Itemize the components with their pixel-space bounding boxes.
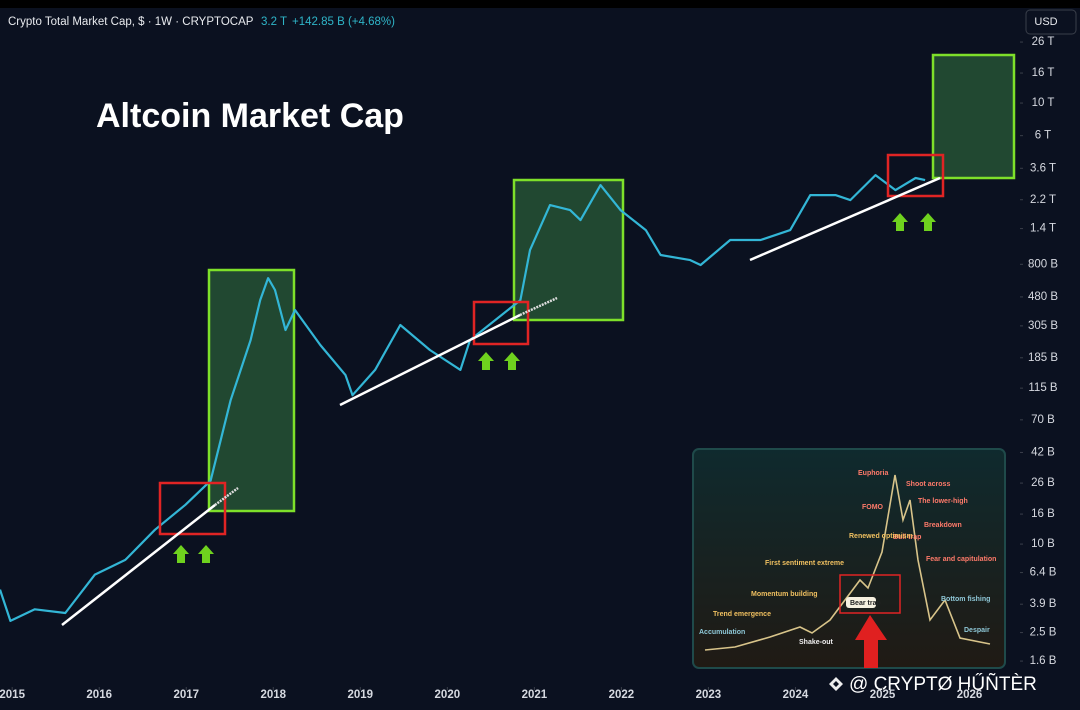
y-tick-label: 16 T xyxy=(1032,67,1055,79)
currency[interactable]: USD xyxy=(1034,16,1057,28)
y-tick-label: 70 B xyxy=(1031,414,1055,426)
inset-label: Shoot across xyxy=(906,481,950,488)
annotations xyxy=(207,53,1016,513)
inset-label: Shake-out xyxy=(799,639,834,646)
y-tick-label: 305 B xyxy=(1028,320,1058,332)
y-tick-label: 16 B xyxy=(1031,508,1055,520)
inset-red-box xyxy=(839,574,901,614)
inset-label: Momentum building xyxy=(751,591,818,598)
arrow xyxy=(504,352,520,370)
arrow xyxy=(198,545,214,563)
y-tick-label: 26 B xyxy=(1031,477,1055,489)
inset-arrow xyxy=(855,615,887,668)
inset-label: First sentiment extreme xyxy=(765,560,844,567)
y-tick-label: 42 B xyxy=(1031,446,1055,458)
y-tick-label: 480 B xyxy=(1028,291,1058,303)
inset-label: FOMO xyxy=(862,504,884,511)
trend-line xyxy=(749,176,941,262)
red-box xyxy=(472,300,530,346)
change: +142.85 B (+4.68%) xyxy=(292,16,395,28)
data-line xyxy=(0,174,926,622)
y-tick-label: 115 B xyxy=(1028,382,1058,394)
trend-line xyxy=(339,313,521,407)
symbol: Crypto Total Market Cap, $ · 1W · CRYPTO… xyxy=(8,16,254,28)
x-tick-label: 2024 xyxy=(783,689,809,701)
x-tick-label: 2021 xyxy=(522,689,548,701)
watermark-logo xyxy=(829,677,843,691)
inset-label: Bear trap xyxy=(850,600,881,607)
red-box xyxy=(886,153,945,198)
top-strip xyxy=(0,0,1080,8)
trend-line xyxy=(61,504,216,626)
trend-line xyxy=(214,486,239,507)
arrow xyxy=(892,213,908,231)
y-tick-label: 2.2 T xyxy=(1030,194,1056,206)
inset-label: Euphoria xyxy=(858,470,888,477)
green-box xyxy=(207,268,296,513)
inset-label: Renewed optimism xyxy=(849,533,913,540)
y-tick-label: 185 B xyxy=(1028,352,1058,364)
inset-label: Trend emergence xyxy=(713,611,771,618)
inset-tag xyxy=(846,597,876,608)
inset-curve xyxy=(704,474,991,651)
arrow xyxy=(478,352,494,370)
y-tick-label: 1.6 B xyxy=(1030,655,1057,667)
inset-label: Bottom fishing xyxy=(941,596,990,603)
y-tick-label: 10 B xyxy=(1031,538,1055,550)
arrow xyxy=(920,213,936,231)
y-tick-label: 1.4 T xyxy=(1030,223,1056,235)
inset: Euphoria Shoot across The lower-high FOM… xyxy=(692,448,1006,669)
inset-label: Bull trap xyxy=(893,534,921,541)
x-tick-label: 2025 xyxy=(870,689,896,701)
arrow xyxy=(173,545,189,563)
x-tick-label: 2015 xyxy=(0,689,26,701)
inset-panel xyxy=(692,448,1006,669)
green-box xyxy=(512,178,625,322)
inset-label: Fear and capitulation xyxy=(926,556,996,563)
plot xyxy=(0,174,926,622)
x-tick-label: 2020 xyxy=(435,689,461,701)
red-box xyxy=(158,481,227,536)
inset-label: Despair xyxy=(964,627,990,634)
watermark: @ CRYPTØ HŰÑTÈR xyxy=(849,673,1037,695)
price: 3.2 T xyxy=(261,16,287,28)
x-tick-label: 2026 xyxy=(957,689,983,701)
inset-label: Accumulation xyxy=(699,629,745,636)
inset-label: Breakdown xyxy=(924,522,962,529)
overlay xyxy=(61,153,945,626)
chart-title: Altcoin Market Cap xyxy=(96,97,404,135)
x-tick-label: 2017 xyxy=(173,689,199,701)
y-tick-label: 26 T xyxy=(1032,36,1055,48)
x-tick-label: 2018 xyxy=(260,689,286,701)
x-tick-label: 2019 xyxy=(348,689,374,701)
green-box xyxy=(931,53,1016,180)
y-tick-label: 6 T xyxy=(1035,130,1051,142)
y-tick-label: 10 T xyxy=(1032,97,1055,109)
y-tick-label: 3.9 B xyxy=(1030,598,1057,610)
x-tick-label: 2016 xyxy=(86,689,112,701)
x-tick-label: 2023 xyxy=(696,689,722,701)
inset-label: The lower-high xyxy=(918,498,968,505)
x-tick-label: 2022 xyxy=(609,689,635,701)
currency-button[interactable] xyxy=(1025,9,1077,35)
y-tick-label: 800 B xyxy=(1028,258,1058,270)
y-tick-label: 6.4 B xyxy=(1030,567,1057,579)
y-tick-label: 2.5 B xyxy=(1030,627,1057,639)
trend-line xyxy=(519,296,558,317)
y-tick-label: 3.6 T xyxy=(1030,162,1056,174)
